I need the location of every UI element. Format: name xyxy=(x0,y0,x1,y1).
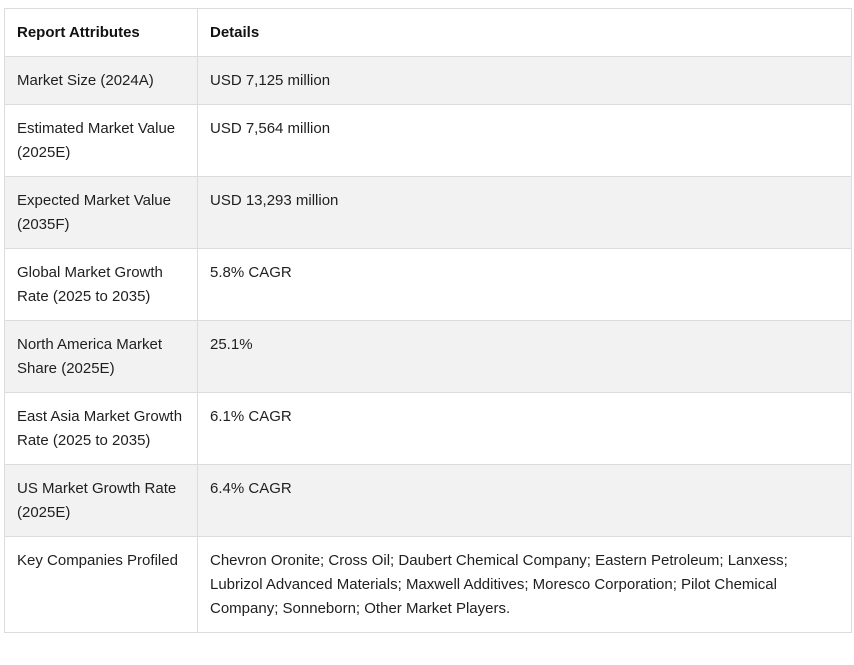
table-row: North America Market Share (2025E) 25.1% xyxy=(4,320,852,393)
detail-cell: USD 7,564 million xyxy=(197,104,852,177)
table-row: Market Size (2024A) USD 7,125 million xyxy=(4,56,852,105)
table-row: Estimated Market Value (2025E) USD 7,564… xyxy=(4,104,852,177)
header-report-attributes: Report Attributes xyxy=(4,8,198,57)
detail-cell: USD 7,125 million xyxy=(197,56,852,105)
table-row: Expected Market Value (2035F) USD 13,293… xyxy=(4,176,852,249)
header-details: Details xyxy=(197,8,852,57)
table-row: US Market Growth Rate (2025E) 6.4% CAGR xyxy=(4,464,852,537)
report-attributes-table-container: Report Attributes Details Market Size (2… xyxy=(4,8,852,633)
report-attributes-table: Report Attributes Details Market Size (2… xyxy=(4,8,852,633)
table-row: Global Market Growth Rate (2025 to 2035)… xyxy=(4,248,852,321)
attribute-cell: North America Market Share (2025E) xyxy=(4,320,198,393)
attribute-cell: East Asia Market Growth Rate (2025 to 20… xyxy=(4,392,198,465)
attribute-cell: US Market Growth Rate (2025E) xyxy=(4,464,198,537)
detail-cell: 6.4% CAGR xyxy=(197,464,852,537)
detail-cell: USD 13,293 million xyxy=(197,176,852,249)
table-row: Key Companies Profiled Chevron Oronite; … xyxy=(4,536,852,633)
attribute-cell: Key Companies Profiled xyxy=(4,536,198,633)
table-header-row: Report Attributes Details xyxy=(4,8,852,57)
detail-cell: 25.1% xyxy=(197,320,852,393)
attribute-cell: Market Size (2024A) xyxy=(4,56,198,105)
detail-cell: 5.8% CAGR xyxy=(197,248,852,321)
detail-cell: Chevron Oronite; Cross Oil; Daubert Chem… xyxy=(197,536,852,633)
table-row: East Asia Market Growth Rate (2025 to 20… xyxy=(4,392,852,465)
detail-cell: 6.1% CAGR xyxy=(197,392,852,465)
attribute-cell: Global Market Growth Rate (2025 to 2035) xyxy=(4,248,198,321)
attribute-cell: Expected Market Value (2035F) xyxy=(4,176,198,249)
attribute-cell: Estimated Market Value (2025E) xyxy=(4,104,198,177)
